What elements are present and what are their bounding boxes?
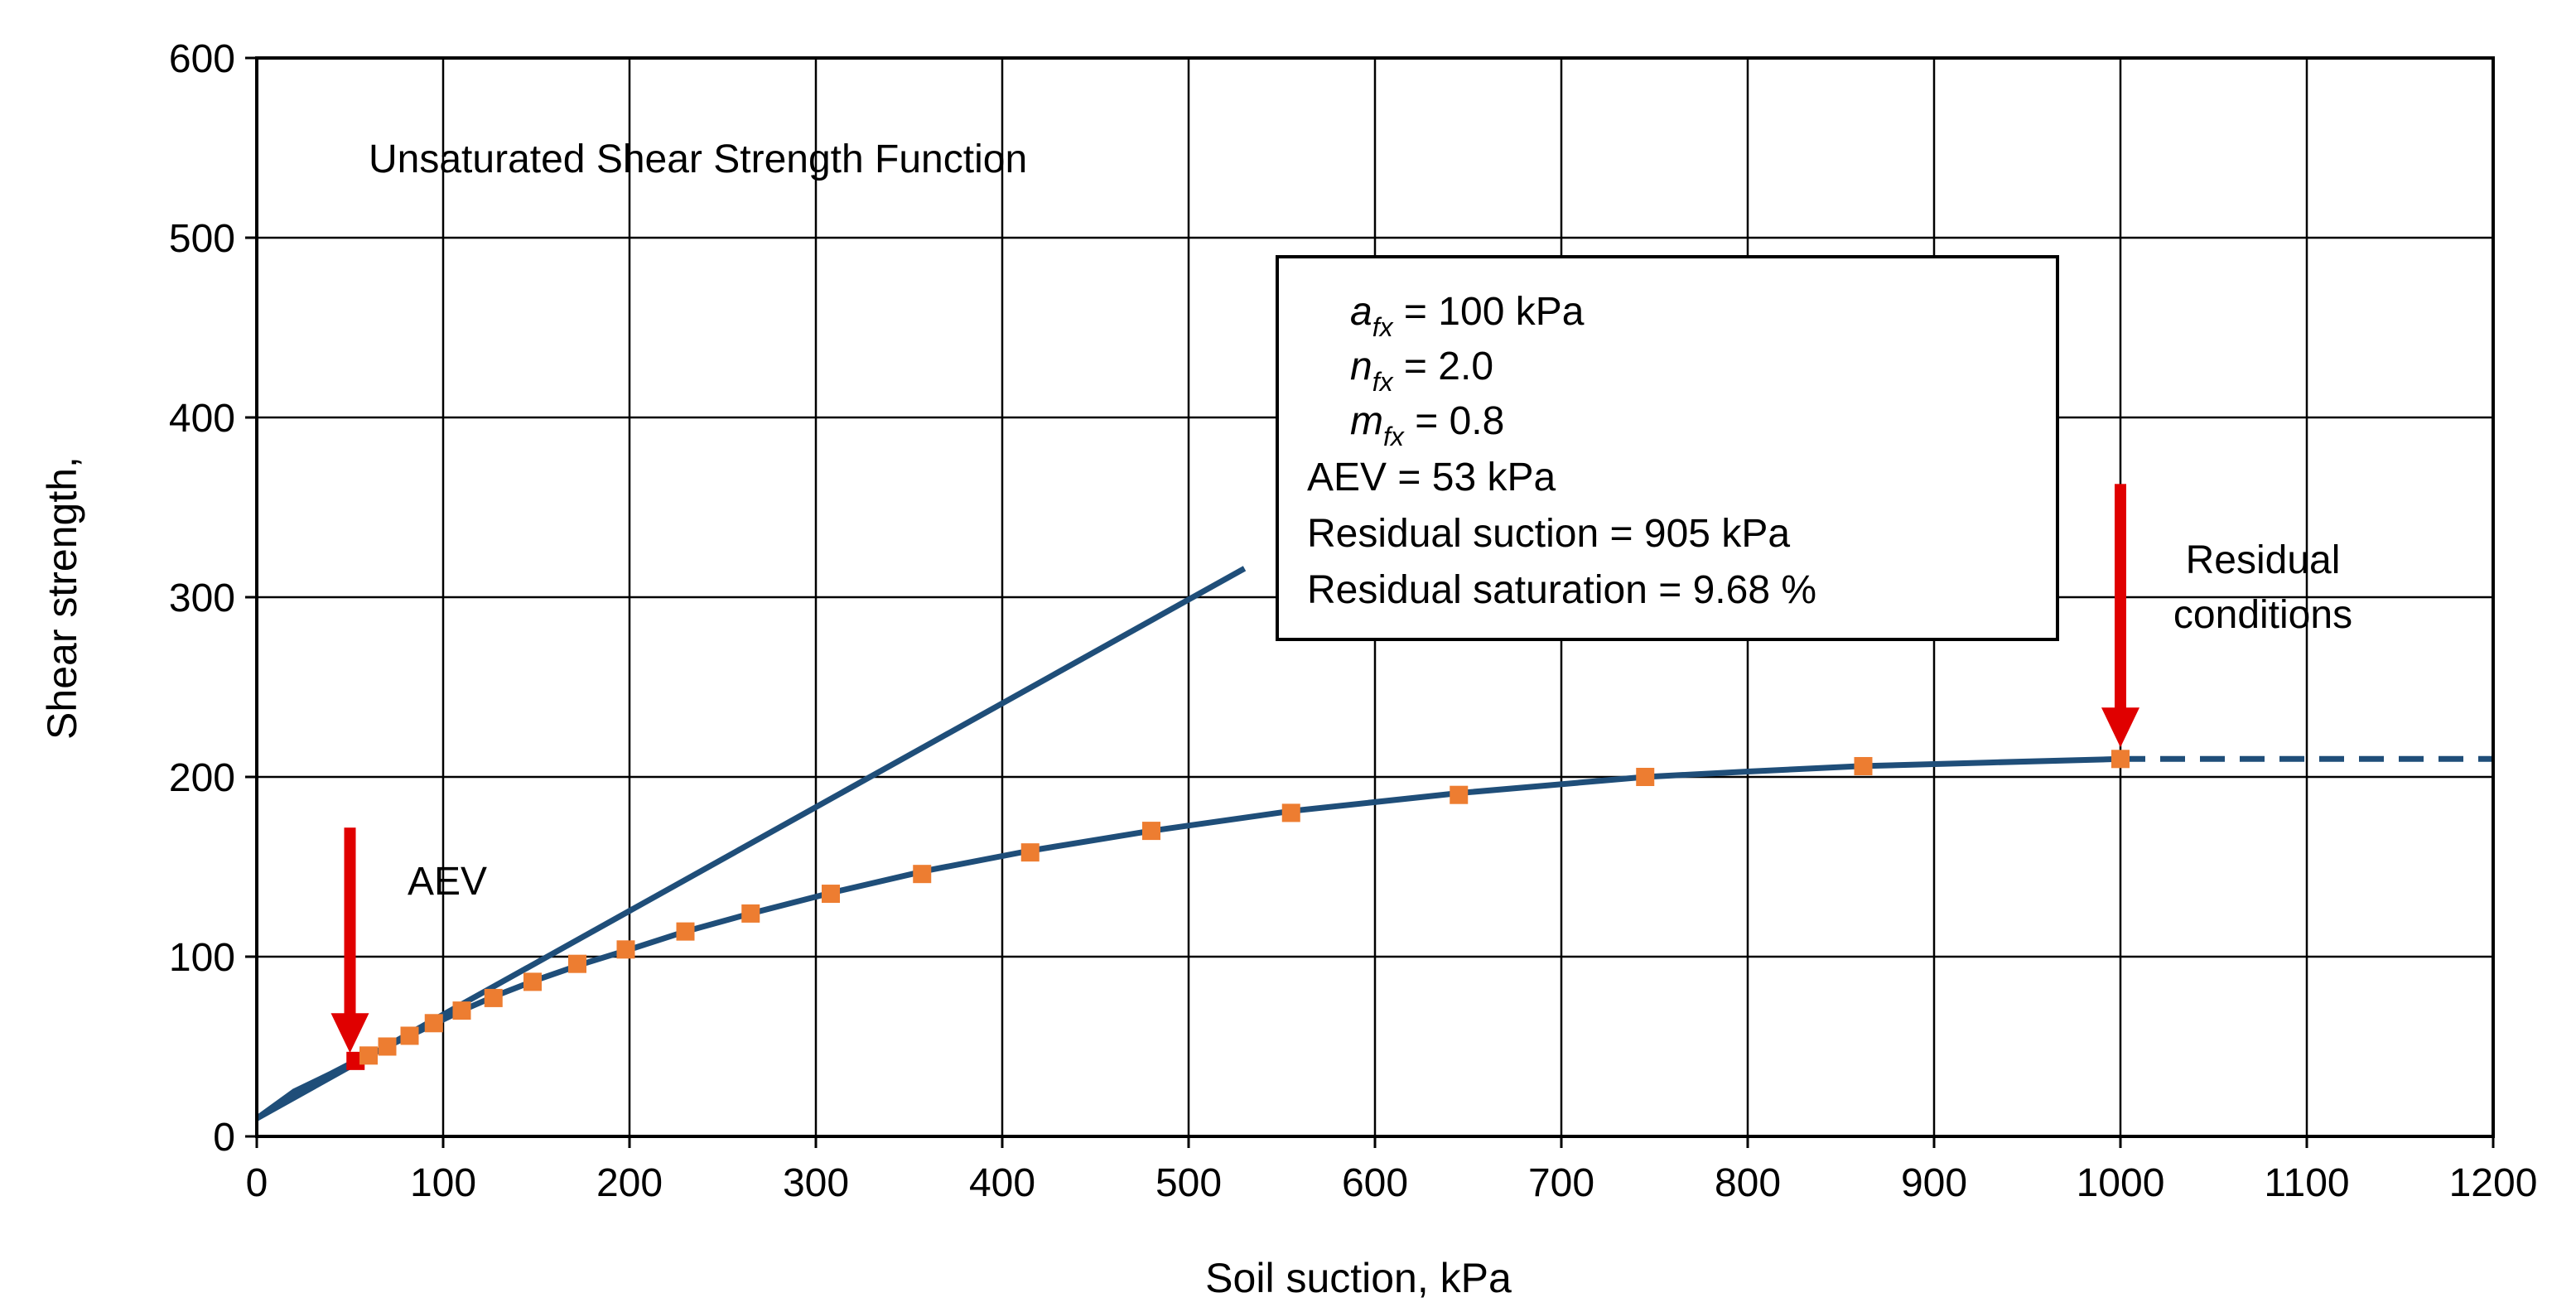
y-tick-label: 100 xyxy=(169,936,235,980)
y-tick-label: 300 xyxy=(169,576,235,620)
param-residual-suction: Residual suction = 905 kPa xyxy=(1307,512,1790,556)
x-tick-label: 600 xyxy=(1342,1161,1408,1205)
arrow-head xyxy=(2101,707,2139,748)
y-tick-label: 600 xyxy=(169,37,235,81)
data-point-marker xyxy=(452,1001,471,1020)
data-point-marker xyxy=(1281,803,1300,822)
x-tick-label: 900 xyxy=(1901,1161,1967,1205)
data-point-marker xyxy=(359,1046,378,1065)
y-tick-label: 200 xyxy=(169,756,235,800)
axis-ticks: 0 100 200 300 400 500 600 700 800 900 1000 1100 1200… xyxy=(169,37,2537,1205)
y-axis-title: Shear strength, xyxy=(39,456,85,740)
x-tick-label: 1200 xyxy=(2449,1161,2538,1205)
x-tick-label: 1100 xyxy=(2264,1161,2349,1205)
data-point-marker xyxy=(378,1037,397,1056)
x-tick-label: 1000 xyxy=(2077,1161,2165,1205)
x-tick-label: 800 xyxy=(1715,1161,1781,1205)
x-tick-label: 200 xyxy=(596,1161,663,1205)
plot-frame xyxy=(255,56,2495,1138)
x-tick-label: 0 xyxy=(246,1161,268,1205)
param-aev: AEV = 53 kPa xyxy=(1307,456,1556,499)
param-n: nfx = 2.0 xyxy=(1350,345,1493,397)
series-line xyxy=(257,566,1247,1121)
data-point-marker xyxy=(616,940,635,959)
y-tick-label: 500 xyxy=(169,217,235,261)
y-tick-label: 0 xyxy=(213,1116,235,1160)
x-axis-title: Soil suction, kPa xyxy=(1205,1255,1512,1301)
data-point-marker xyxy=(424,1014,443,1033)
data-point-marker xyxy=(1636,768,1655,786)
data-point-marker xyxy=(2111,750,2130,769)
data-point-marker xyxy=(913,865,932,884)
data-point-marker xyxy=(676,922,695,941)
arrow-shaft xyxy=(344,827,356,1017)
data-point-marker xyxy=(741,904,760,923)
data-point-marker xyxy=(1020,843,1040,862)
x-tick-label: 300 xyxy=(783,1161,849,1205)
residual-label-line1: Residual xyxy=(2186,538,2341,582)
param-m: mfx = 0.8 xyxy=(1350,399,1504,451)
data-point-marker xyxy=(1450,785,1469,804)
data-point-marker xyxy=(822,885,840,904)
y-tick-label: 400 xyxy=(169,397,235,441)
annotation-layer: AEV Residual conditions xyxy=(330,484,2352,1054)
chart-title: Unsaturated Shear Strength Function xyxy=(369,137,1027,181)
marker-layer xyxy=(346,750,2130,1070)
x-tick-label: 400 xyxy=(969,1161,1035,1205)
param-a: afx = 100 kPa xyxy=(1350,290,1585,342)
data-point-marker xyxy=(1854,756,1873,775)
data-point-marker xyxy=(1142,822,1160,841)
x-tick-label: 100 xyxy=(410,1161,476,1205)
residual-label-line2: conditions xyxy=(2173,593,2352,637)
parameter-box: afx = 100 kPa nfx = 2.0 mfx = 0.8 AEV = … xyxy=(1276,255,2059,641)
param-residual-saturation: Residual saturation = 9.68 % xyxy=(1307,568,1816,612)
aev-label: AEV xyxy=(408,860,487,904)
x-tick-label: 500 xyxy=(1155,1161,1222,1205)
data-point-marker xyxy=(568,954,586,973)
data-point-marker xyxy=(400,1026,419,1045)
data-point-marker xyxy=(484,988,503,1007)
data-point-marker xyxy=(523,972,542,991)
parameter-box-frame xyxy=(1276,255,2059,641)
arrow-head xyxy=(330,1013,369,1054)
x-tick-label: 700 xyxy=(1528,1161,1594,1205)
arrow-shaft xyxy=(2115,484,2126,711)
